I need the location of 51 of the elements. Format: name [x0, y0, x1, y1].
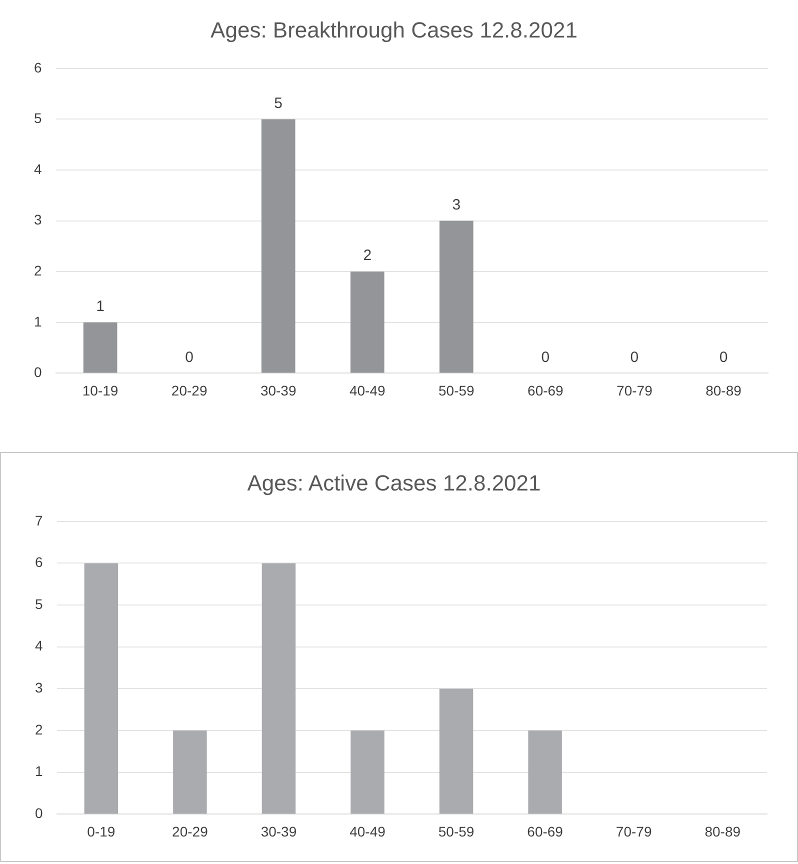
x-tick-label: 30-39 — [260, 382, 296, 398]
x-tick-label: 20-29 — [171, 382, 208, 398]
y-tick-label: 5 — [34, 110, 42, 126]
bar — [439, 220, 474, 373]
y-tick-label: 1 — [34, 313, 42, 330]
data-label: 0 — [185, 348, 194, 366]
chart-title: Ages: Active Cases 12.8.2021 — [247, 470, 541, 496]
bar — [173, 730, 207, 814]
bar — [84, 563, 118, 814]
x-tick-label: 80-89 — [706, 382, 742, 398]
bar — [350, 272, 384, 373]
y-tick-label: 2 — [34, 721, 43, 738]
y-tick-label: 6 — [34, 554, 43, 570]
x-tick-label: 40-49 — [349, 382, 386, 398]
x-tick-label: 60-69 — [528, 382, 564, 398]
data-label: 2 — [363, 247, 372, 264]
x-tick-label: 50-59 — [438, 382, 475, 398]
bar — [528, 730, 562, 814]
y-tick-label: 4 — [34, 160, 42, 177]
x-tick-label: 20-29 — [172, 823, 208, 840]
data-label: 0 — [541, 348, 550, 366]
bar — [350, 730, 384, 814]
x-tick-label: 40-49 — [350, 823, 386, 840]
y-tick-label: 1 — [34, 763, 43, 780]
x-tick-label: 50-59 — [438, 823, 474, 840]
bar — [262, 563, 296, 814]
data-label: 5 — [274, 94, 283, 112]
y-tick-label: 3 — [34, 680, 43, 696]
x-tick-label: 80-89 — [704, 823, 741, 840]
data-label: 0 — [630, 348, 639, 366]
y-tick-label: 0 — [34, 364, 42, 380]
y-tick-label: 4 — [34, 638, 43, 654]
y-tick-label: 6 — [34, 59, 42, 76]
data-label: 0 — [719, 348, 728, 366]
x-tick-label: 70-79 — [616, 823, 652, 840]
bar — [439, 688, 474, 814]
chart-title: Ages: Breakthrough Cases 12.8.2021 — [210, 17, 578, 42]
x-tick-label: 60-69 — [527, 823, 564, 840]
y-tick-label: 3 — [34, 212, 42, 228]
y-tick-label: 5 — [34, 596, 43, 612]
x-tick-label: 30-39 — [260, 823, 297, 840]
data-label: 1 — [96, 298, 104, 316]
x-tick-label: 70-79 — [616, 382, 653, 398]
y-tick-label: 2 — [34, 262, 42, 278]
x-tick-label: 0-19 — [87, 823, 116, 840]
y-tick-label: 7 — [34, 512, 43, 528]
bar — [261, 119, 296, 373]
data-label: 3 — [452, 196, 461, 214]
y-tick-label: 0 — [34, 805, 43, 822]
bar — [83, 322, 118, 373]
x-tick-label: 10-19 — [82, 382, 118, 398]
